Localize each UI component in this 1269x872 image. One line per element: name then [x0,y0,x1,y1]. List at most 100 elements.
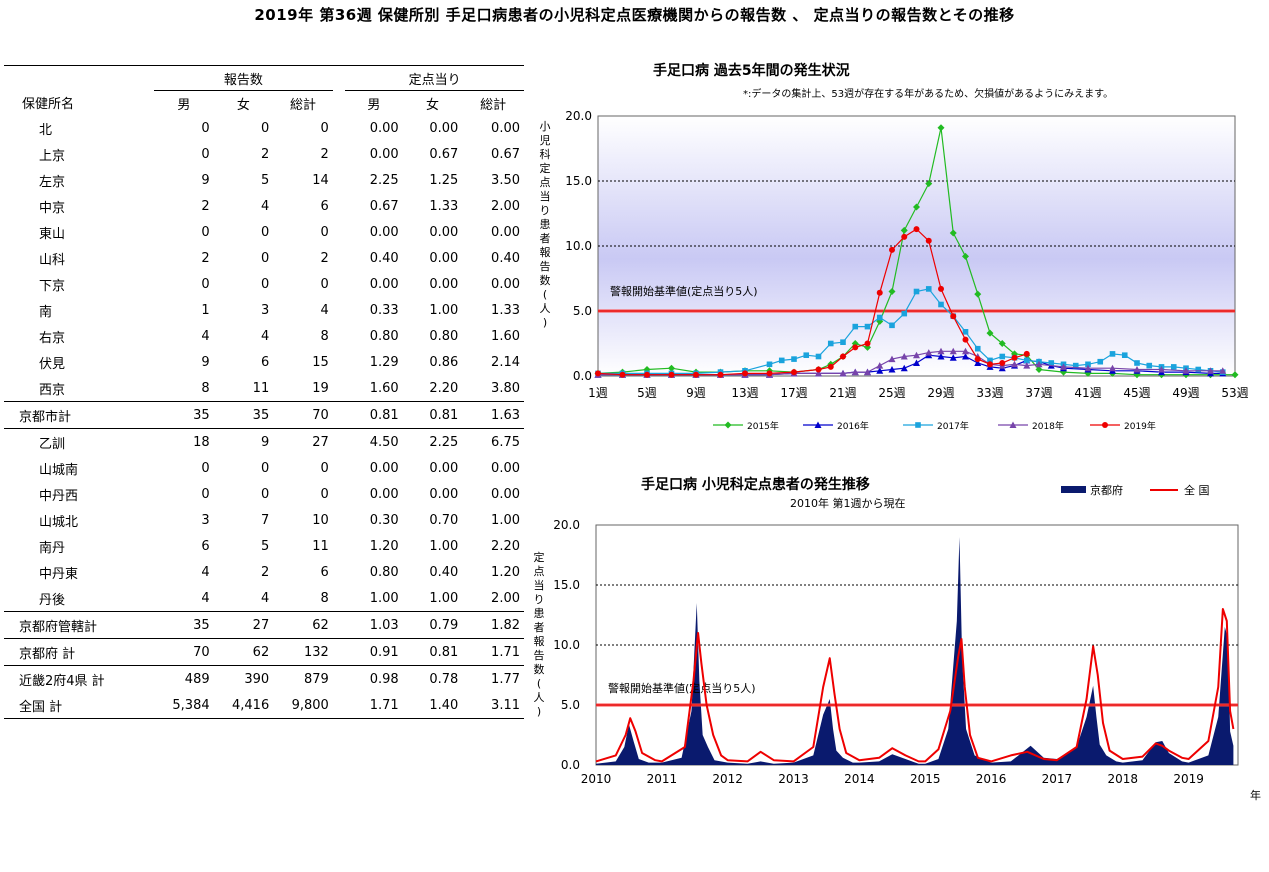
chart1-point [1023,362,1031,369]
cell-value: 2 [320,250,329,266]
cell-value: 0.67 [491,146,520,162]
cell-value: 1.29 [369,354,399,370]
cell-value: 1.33 [491,302,520,318]
cell-value: 62 [213,638,274,666]
cell-value: 27 [273,428,333,455]
chart1-point [900,353,908,360]
cell-value: 3.50 [491,172,520,188]
cell-value: 1.33 [429,198,459,214]
chart1-y-label-char: 小 [540,120,551,133]
chart1-y-label-char: 児 [540,134,551,147]
chart2-threshold-label: 警報開始基準値(定点当り5人) [608,681,756,695]
chart1-point [913,351,920,359]
row-name: 左京 [39,174,66,190]
chart2-y-tick: 0.0 [561,758,580,772]
chart1-point [1133,366,1141,373]
chart1-point [595,370,601,377]
chart1-legend-label: 2019年 [1124,420,1156,432]
chart1-point [815,353,822,360]
chart1-point [717,371,724,378]
chart1-x-tick: 9週 [686,386,706,400]
cell-value: 1.03 [345,611,403,639]
chart1-point [1134,360,1140,366]
chart2-y-label-char: 数 [534,663,545,676]
table-column-header-row: 保健所名 男 女 総計 男 女 総計 [4,91,524,116]
cell-value: 0.67 [369,198,399,214]
cell-value: 0 [201,486,210,502]
row-name: 下京 [39,278,66,294]
chart2-subtitle: 2010年 第1週から現在 [790,496,906,510]
cell-value: 1.63 [462,401,524,429]
chart2-y-label-char: 人 [534,691,545,704]
cell-value: 1.71 [462,638,524,666]
cell-value: 70 [154,638,214,666]
chart1-point [962,329,969,335]
cell-value: 0 [201,276,210,292]
cell-value: 2.00 [491,590,520,606]
chart1-point [815,369,822,377]
cell-value: 35 [154,401,214,429]
cell-value: 390 [213,665,274,692]
chart1-legend-item: 2017年 [903,420,969,432]
chart2-legend-item: 京都府 [1061,483,1123,497]
chart1-point [1085,361,1091,368]
cell-value: 0 [320,224,329,240]
chart2-x-tick: 2012 [712,772,743,786]
chart1-point [1011,354,1018,361]
chart1-y-label-char: 告 [540,260,551,273]
chart1-point [766,361,773,368]
chart2-y-label-char: 報 [534,635,545,648]
chart1-point [1195,366,1202,373]
chart1-y-label-char: 報 [540,246,551,259]
cell-value: 0.00 [429,276,459,292]
cell-value: 0.00 [369,460,399,476]
cell-value: 879 [273,665,333,692]
chart1-point [962,347,969,355]
chart1-point [888,366,896,373]
table-row: 下京 0 0 0 0.00 0.00 0.00 [4,271,524,297]
cell-value: 1.00 [491,512,520,528]
table-row: 東山 0 0 0 0.00 0.00 0.00 [4,219,524,245]
chart1-legend-item: 2015年 [713,420,779,432]
cell-value: 1.60 [491,328,520,344]
cell-value: 15 [312,354,329,370]
chart1-y-label-char: ) [543,316,547,329]
chart1-point [791,356,797,362]
row-name: 京都府管轄計 [4,611,155,639]
chart1-title: 手足口病 過去5年間の発生状況 [653,62,850,79]
cell-value: 2 [201,250,210,266]
col-header-name: 保健所名 [22,97,75,113]
chart1-point [864,368,871,376]
table-row: 南 1 3 4 0.33 1.00 1.33 [4,297,524,323]
cell-value: 6.75 [462,428,524,455]
table-row: 山城南 0 0 0 0.00 0.00 0.00 [4,455,524,481]
chart2-legend-label: 全 国 [1184,483,1210,497]
table-row: 京都府 計 70 62 132 0.91 0.81 1.71 [4,638,524,666]
chart1-point [913,203,920,211]
chart1-point [1207,367,1214,374]
chart1-point [987,357,993,364]
chart1-point [644,371,650,378]
cell-value: 4.50 [345,428,403,455]
cell-value: 0.00 [369,224,399,240]
chart1-x-tick: 25週 [878,386,905,400]
row-name: 山城北 [39,514,79,530]
cell-value: 0 [320,120,329,136]
chart2-y-label-char: り [534,593,545,606]
cell-value: 0.80 [429,328,459,344]
row-name: 中京 [39,200,66,216]
chart1-point [913,288,920,295]
cell-value: 2.25 [369,172,399,188]
chart1-point [888,288,896,295]
table-row: 上京 0 2 2 0.00 0.67 0.67 [4,141,524,167]
chart1-point [974,345,981,352]
chart2-y-label-char: ( [537,677,541,690]
row-name: 中丹東 [39,566,79,582]
chart1-x-tick: 37週 [1025,386,1052,400]
chart1-x-tick: 21週 [829,386,856,400]
chart1-point [925,180,933,188]
chart1-point [619,371,626,378]
chart1-point [901,233,908,240]
cell-value: 0.80 [369,328,399,344]
chart1-x-tick: 5週 [637,386,657,400]
